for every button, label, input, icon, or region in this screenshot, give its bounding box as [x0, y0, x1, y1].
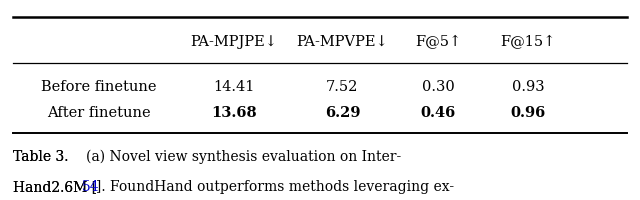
Text: 6.29: 6.29: [324, 106, 360, 120]
Text: F@5↑: F@5↑: [415, 35, 461, 49]
Text: Hand2.6M [: Hand2.6M [: [13, 180, 97, 194]
Text: After finetune: After finetune: [47, 106, 151, 120]
Text: 7.52: 7.52: [326, 80, 358, 94]
Text: 0.93: 0.93: [512, 80, 544, 94]
Text: F@15↑: F@15↑: [500, 35, 556, 49]
Text: Hand2.6M [: Hand2.6M [: [13, 180, 97, 194]
Text: Table 3.    (a) Novel view synthesis evaluation on Inter-: Table 3. (a) Novel view synthesis evalua…: [13, 150, 401, 164]
Text: 14.41: 14.41: [213, 80, 254, 94]
Text: 0.46: 0.46: [420, 106, 456, 120]
Text: ]. FoundHand outperforms methods leveraging ex-: ]. FoundHand outperforms methods leverag…: [96, 180, 454, 194]
Text: PA-MPJPE↓: PA-MPJPE↓: [190, 35, 277, 49]
Text: PA-MPVPE↓: PA-MPVPE↓: [296, 35, 388, 49]
Text: Before finetune: Before finetune: [42, 80, 157, 94]
Text: Table 3.: Table 3.: [13, 150, 68, 164]
Text: 54: 54: [82, 180, 100, 194]
Text: 0.30: 0.30: [422, 80, 455, 94]
Text: 0.96: 0.96: [510, 106, 546, 120]
Text: 13.68: 13.68: [211, 106, 257, 120]
